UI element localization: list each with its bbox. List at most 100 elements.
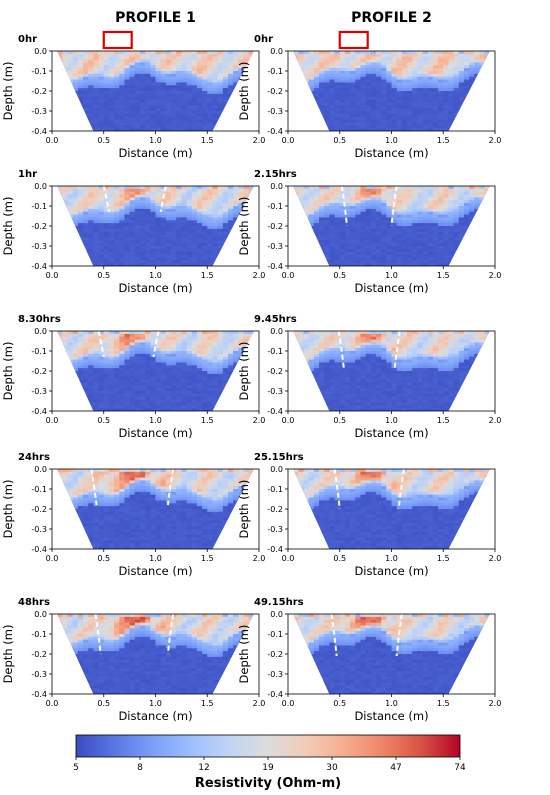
resistivity-cell: [176, 331, 182, 335]
resistivity-cell: [155, 531, 161, 536]
resistivity-cell: [181, 497, 187, 501]
resistivity-cell: [171, 405, 177, 409]
resistivity-cell: [160, 248, 167, 253]
resistivity-cell: [248, 125, 254, 129]
resistivity-cell: [57, 200, 58, 204]
resistivity-cell: [165, 191, 172, 195]
resistivity-cell: [62, 365, 68, 369]
resistivity-cell: [217, 526, 224, 530]
resistivity-cell: [202, 489, 208, 493]
resistivity-cell: [129, 246, 136, 250]
resistivity-cell: [155, 385, 161, 389]
resistivity-cell: [181, 489, 187, 493]
resistivity-cell: [196, 59, 203, 63]
resistivity-cell: [243, 260, 249, 264]
resistivity-cell: [129, 56, 136, 60]
resistivity-cell: [98, 333, 105, 338]
resistivity-cell: [57, 56, 58, 60]
resistivity-cell: [134, 628, 141, 632]
resistivity-cell: [83, 51, 89, 55]
resistivity-cell: [233, 211, 239, 215]
resistivity-cell: [124, 220, 130, 224]
resistivity-cell: [181, 371, 187, 375]
resistivity-cell: [181, 68, 187, 72]
resistivity-cell: [108, 331, 115, 335]
resistivity-cell: [196, 385, 203, 389]
resistivity-cell: [93, 356, 99, 360]
resistivity-cell: [83, 206, 89, 210]
resistivity-cell: [114, 614, 120, 618]
resistivity-cell: [176, 62, 182, 66]
resistivity-cell: [160, 509, 167, 513]
resistivity-cell: [160, 497, 167, 501]
resistivity-cell: [155, 68, 161, 72]
resistivity-cell: [217, 382, 224, 386]
resistivity-cell: [129, 88, 136, 92]
resistivity-cell: [253, 228, 254, 233]
resistivity-cell: [98, 76, 105, 80]
resistivity-cell: [93, 76, 99, 80]
resistivity-cell: [227, 234, 234, 238]
resistivity-cell: [134, 408, 141, 411]
resistivity-cell: [155, 509, 161, 513]
resistivity-cell: [155, 497, 161, 501]
resistivity-cell: [181, 543, 187, 547]
resistivity-cell: [57, 214, 63, 218]
resistivity-cell: [186, 511, 193, 516]
resistivity-cell: [160, 471, 167, 476]
resistivity-cell: [129, 382, 136, 386]
resistivity-cell: [57, 368, 63, 372]
resistivity-cell: [83, 402, 89, 406]
y-axis-label: Depth (m): [1, 62, 15, 121]
resistivity-cell: [176, 257, 182, 261]
resistivity-cell: [134, 231, 141, 235]
resistivity-cell: [62, 260, 68, 264]
resistivity-cell: [98, 483, 105, 487]
resistivity-cell: [202, 191, 208, 195]
resistivity-cell: [191, 206, 198, 210]
resistivity-cell: [57, 99, 58, 103]
resistivity-cell: [202, 614, 208, 618]
x-tick-label: 0.5: [97, 271, 110, 280]
resistivity-cell: [77, 186, 84, 190]
resistivity-cell: [150, 396, 156, 400]
resistivity-cell: [222, 220, 229, 224]
resistivity-cell: [124, 616, 130, 621]
resistivity-cell: [57, 385, 58, 389]
resistivity-cell: [181, 631, 187, 635]
resistivity-cell: [212, 108, 218, 112]
resistivity-cell: [83, 56, 89, 60]
resistivity-cell: [98, 248, 105, 253]
resistivity-cell: [57, 469, 63, 473]
resistivity-cell: [57, 517, 58, 521]
resistivity-cell: [181, 53, 187, 58]
x-tick-label: 1.0: [149, 136, 162, 145]
resistivity-cell: [77, 188, 84, 193]
resistivity-cell: [155, 231, 161, 235]
resistivity-cell: [57, 543, 63, 547]
resistivity-cell: [77, 405, 84, 409]
resistivity-cell: [119, 491, 125, 496]
resistivity-cell: [93, 56, 99, 60]
resistivity-cell: [150, 51, 156, 55]
resistivity-cell: [114, 634, 120, 638]
resistivity-cell: [196, 68, 203, 72]
resistivity-cell: [171, 116, 177, 120]
resistivity-cell: [134, 531, 141, 536]
resistivity-cell: [67, 226, 73, 230]
resistivity-cell: [145, 489, 151, 493]
resistivity-cell: [186, 194, 193, 198]
resistivity-cell: [233, 619, 239, 623]
resistivity-cell: [124, 56, 130, 60]
y-tick-label: -0.1: [31, 485, 47, 494]
resistivity-cell: [160, 231, 167, 235]
resistivity-cell: [72, 365, 79, 369]
resistivity-cell: [227, 82, 234, 86]
resistivity-cell: [139, 342, 146, 346]
resistivity-cell: [145, 99, 151, 103]
resistivity-cell: [212, 469, 218, 473]
resistivity-cell: [103, 391, 110, 395]
resistivity-cell: [139, 65, 146, 69]
resistivity-cell: [186, 546, 193, 549]
resistivity-cell: [139, 105, 146, 109]
